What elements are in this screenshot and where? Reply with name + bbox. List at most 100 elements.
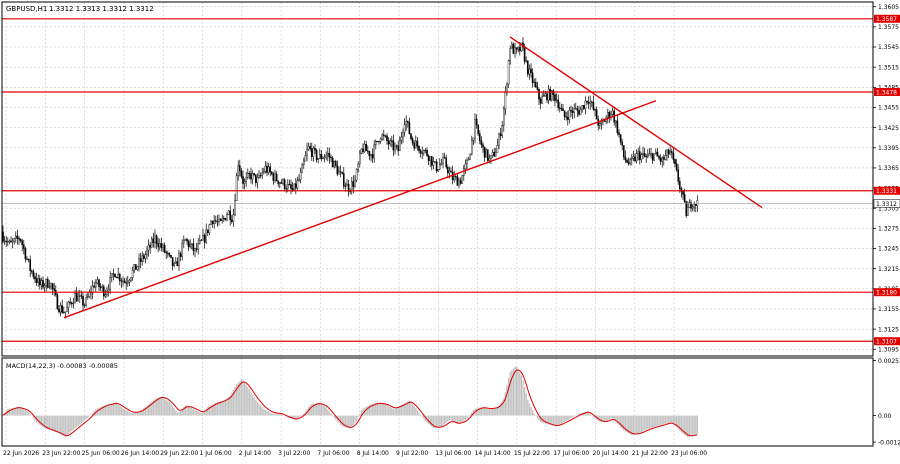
macd-panel[interactable] [2, 366, 699, 438]
candle [655, 148, 657, 155]
candle [583, 105, 585, 110]
candle [418, 145, 420, 154]
candle [656, 147, 659, 157]
candle-body [250, 173, 252, 180]
candle [413, 140, 416, 151]
candle-body [624, 156, 627, 161]
candle [190, 243, 193, 250]
candle-body [637, 151, 639, 154]
candle-body [680, 188, 683, 192]
candle-body [34, 276, 36, 280]
level-label-box [874, 88, 900, 97]
candle [280, 179, 283, 184]
candle [333, 160, 336, 169]
level-label: 1.3180 [876, 289, 897, 296]
candle-body [392, 140, 395, 151]
candle-body [538, 89, 540, 100]
candle [11, 237, 14, 249]
candle [671, 148, 673, 159]
candle-body [200, 239, 203, 241]
candle-body [458, 180, 460, 186]
candle-body [19, 239, 22, 242]
candle [147, 239, 150, 257]
candle-body [23, 244, 25, 249]
candle-body [58, 308, 60, 313]
candle [189, 239, 192, 249]
candle [176, 257, 179, 267]
candle [10, 236, 12, 243]
candle-body [251, 173, 254, 180]
candle-body [675, 163, 678, 170]
candle-body [181, 242, 184, 257]
candle [182, 235, 185, 248]
candle [211, 220, 214, 228]
candle [242, 170, 244, 190]
candle-body [155, 235, 158, 244]
candle [525, 56, 527, 64]
candle [594, 108, 596, 117]
candle-body [504, 92, 507, 110]
candle [187, 239, 190, 251]
candle-body [547, 88, 550, 101]
candle [483, 146, 486, 162]
candle [515, 47, 518, 54]
candle-body [666, 149, 668, 156]
candle-body [570, 109, 572, 112]
price-panel[interactable] [2, 18, 873, 342]
candle [181, 239, 184, 261]
y-tick-label: 1.3575 [878, 24, 899, 31]
candle [328, 147, 331, 164]
candle-body [578, 110, 580, 115]
candle-body [485, 149, 488, 158]
candle-body [493, 152, 496, 157]
candle [595, 106, 598, 120]
candle-body [328, 153, 331, 158]
candle [122, 276, 124, 287]
x-tick-label: 15 Jul 22:00 [514, 450, 550, 457]
candle [146, 245, 148, 260]
candle-body [288, 184, 291, 186]
candle-body [39, 278, 41, 286]
candle-body [533, 81, 535, 83]
candle-body [203, 235, 206, 243]
candle [445, 154, 448, 169]
candle-body [683, 194, 686, 202]
candle-body [407, 120, 409, 123]
x-tick-label: 2 Jul 14:00 [239, 450, 271, 457]
candle [647, 149, 649, 159]
candle [203, 233, 206, 249]
candle-body [35, 278, 38, 283]
candle-body [206, 229, 209, 234]
candle-body [11, 240, 14, 243]
candle-body [182, 240, 185, 244]
candle-body [21, 240, 24, 246]
candle-body [163, 244, 166, 253]
candle-body [45, 279, 47, 286]
candle [495, 147, 497, 157]
candle-body [586, 100, 588, 103]
candle-body [243, 181, 246, 184]
candle-body [575, 108, 577, 110]
candle-body [435, 161, 438, 172]
candle-body [335, 161, 337, 166]
candle [202, 228, 204, 241]
candle-body [3, 240, 6, 242]
candle [338, 166, 340, 175]
x-tick-label: 3 Jul 22:00 [278, 450, 310, 457]
candle-body [671, 151, 673, 154]
level-label: 1.3331 [876, 188, 897, 195]
y-tick-label: 1.3095 [878, 346, 899, 353]
candle [325, 151, 328, 160]
symbol-caption: GBPUSD,H1 [6, 5, 47, 13]
candle-body [568, 109, 571, 120]
candle-body [469, 153, 472, 160]
candle-body [495, 152, 497, 157]
candle-body [687, 207, 689, 216]
candle [354, 175, 356, 188]
candle-body [555, 99, 558, 101]
candle [447, 164, 449, 179]
y-tick-label: 1.3395 [878, 145, 899, 152]
candle-body [219, 219, 222, 221]
